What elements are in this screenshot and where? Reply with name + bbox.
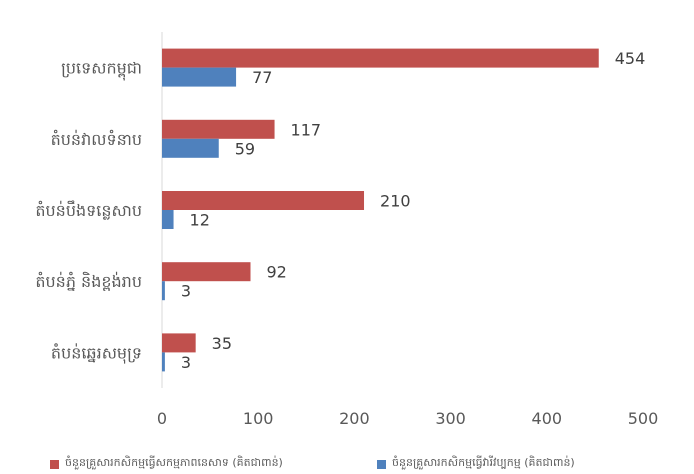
bar-fishing bbox=[162, 191, 365, 210]
category-label: ប្រទេសកម្ពុជា bbox=[61, 59, 142, 82]
bars bbox=[162, 48, 599, 372]
bar-aquaculture bbox=[162, 67, 237, 87]
x-tick-labels: 0 100 200 300 400 500 bbox=[157, 409, 658, 428]
legend-swatch-fishing bbox=[50, 459, 59, 469]
x-tick-label: 300 bbox=[435, 409, 466, 428]
data-label: 454 bbox=[615, 49, 646, 68]
data-label: 77 bbox=[252, 68, 272, 87]
data-label: 3 bbox=[181, 353, 191, 372]
bar-fishing bbox=[162, 119, 275, 139]
bar-fishing bbox=[162, 333, 196, 353]
data-label: 92 bbox=[267, 263, 287, 282]
data-label: 59 bbox=[235, 139, 255, 158]
bar-fishing bbox=[162, 262, 251, 282]
category-labels: ប្រទេសកម្ពុជាតំបន់វាលទំនាបតំបន់បឹងទន្លេស… bbox=[35, 59, 142, 365]
value-labels: 454 77 117 59 210 12 92 3 35 3 bbox=[181, 49, 645, 372]
data-label: 12 bbox=[190, 211, 210, 230]
x-tick-label: 0 bbox=[157, 409, 167, 428]
category-label: តំបន់បឹងទន្លេសាប bbox=[35, 200, 142, 220]
x-tick-label: 500 bbox=[628, 409, 659, 428]
bar-aquaculture bbox=[162, 138, 219, 158]
category-label: តំបន់ឆ្នេរសមុទ្រ bbox=[51, 342, 142, 364]
bar-aquaculture bbox=[162, 210, 174, 229]
legend-swatch-aquaculture bbox=[377, 459, 386, 469]
x-tick-label: 400 bbox=[532, 409, 563, 428]
category-label: តំបន់វាលទំនាប bbox=[51, 129, 142, 149]
legend-item-fishing: ចំនួនគ្រួសារកសិកម្មធ្វើសកម្មភាពនេសាទ (គិ… bbox=[50, 456, 283, 472]
legend: ចំនួនគ្រួសារកសិកម្មធ្វើសកម្មភាពនេសាទ (គិ… bbox=[0, 456, 694, 474]
legend-label-fishing: ចំនួនគ្រួសារកសិកម្មធ្វើសកម្មភាពនេសាទ (គិ… bbox=[65, 456, 283, 469]
data-label: 117 bbox=[291, 120, 322, 139]
legend-label-aquaculture: ចំនួនគ្រួសារកសិកម្មធ្វើវារីវប្បកម្ម (គិត… bbox=[392, 456, 575, 469]
data-label: 35 bbox=[212, 334, 232, 353]
data-label: 3 bbox=[181, 282, 191, 301]
x-tick-label: 100 bbox=[243, 409, 274, 428]
bar-aquaculture bbox=[162, 352, 165, 372]
x-tick-label: 200 bbox=[339, 409, 370, 428]
category-label: តំបន់ភ្នំ និងខ្ពង់រាប bbox=[35, 271, 142, 291]
legend-item-aquaculture: ចំនួនគ្រួសារកសិកម្មធ្វើវារីវប្បកម្ម (គិត… bbox=[377, 456, 575, 472]
bar-aquaculture bbox=[162, 281, 165, 301]
bar-fishing bbox=[162, 48, 599, 68]
data-label: 210 bbox=[380, 192, 411, 211]
